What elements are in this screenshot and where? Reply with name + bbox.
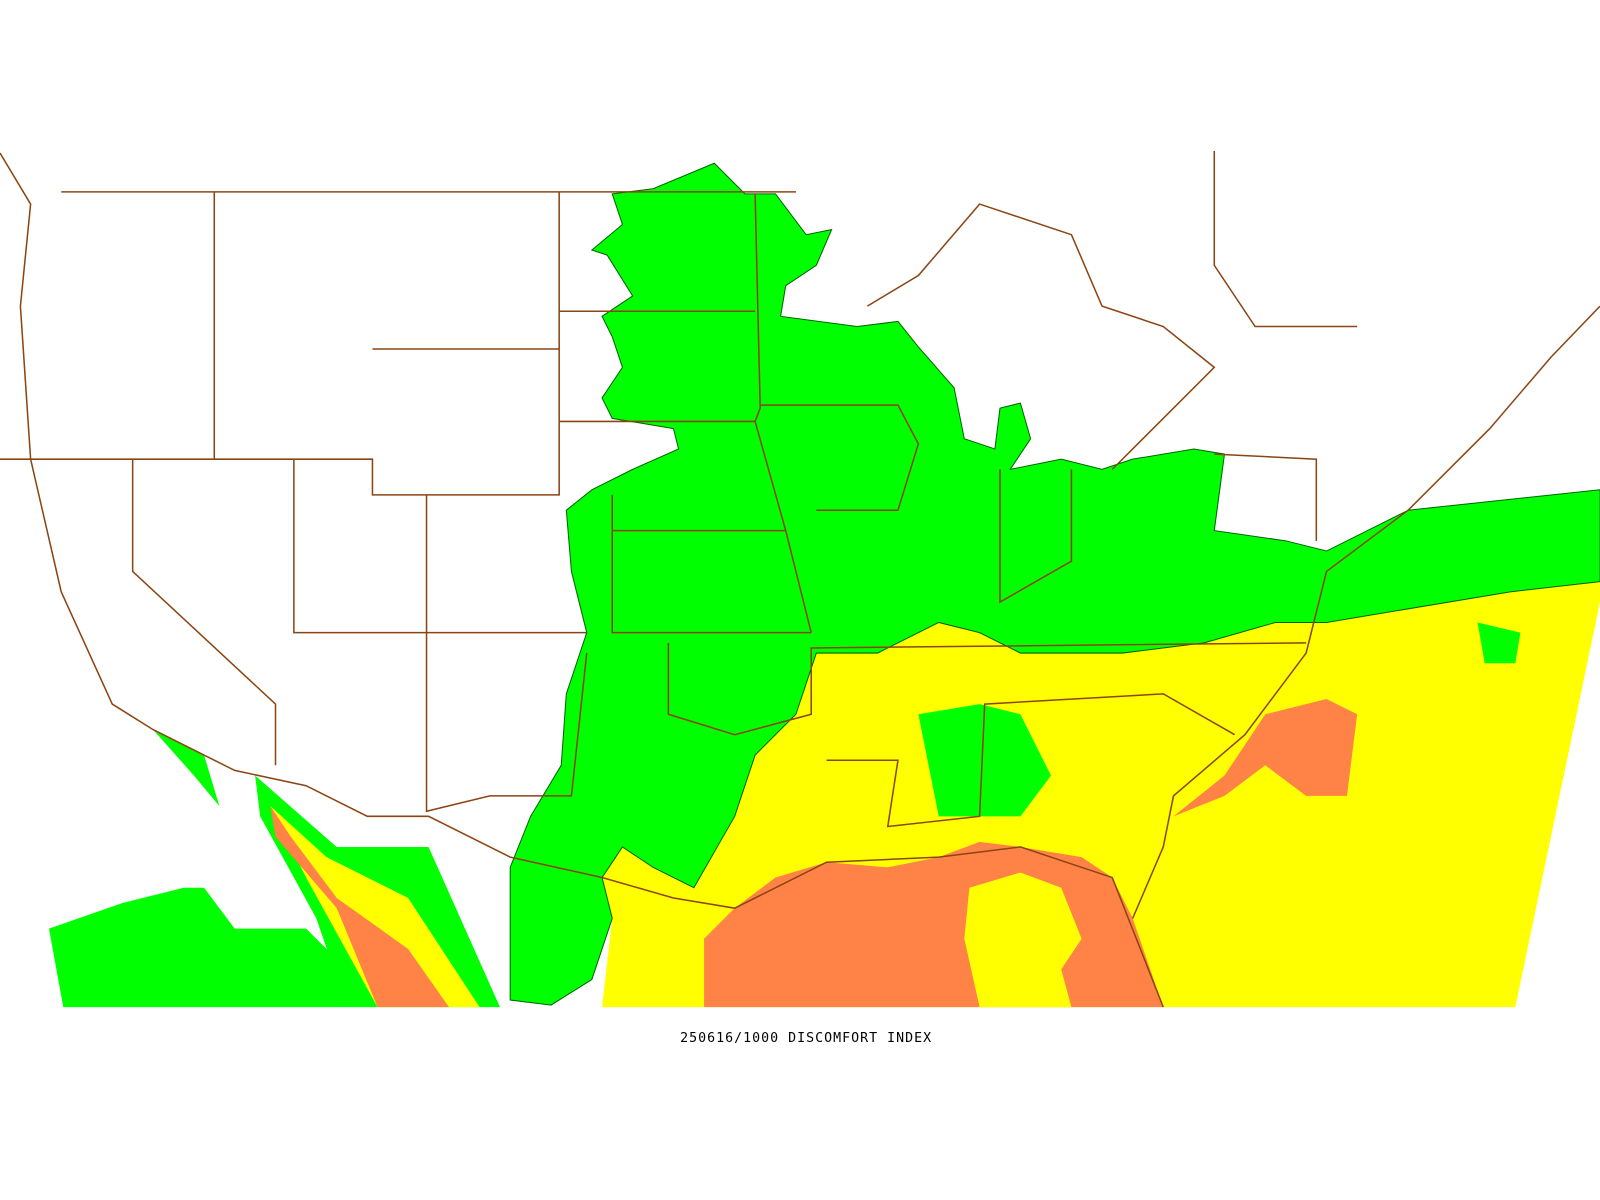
border: [131, 459, 277, 766]
border: [999, 469, 1073, 604]
border: [0, 191, 560, 496]
coast: [866, 203, 1216, 470]
boundaries: [0, 151, 1600, 1008]
green-area: [918, 704, 1052, 817]
coast: [0, 152, 1164, 1008]
green-area: [1477, 622, 1521, 664]
border: [425, 494, 588, 813]
green-area: [48, 887, 347, 1008]
green-area: [153, 729, 220, 807]
caption: 250616/1000 DISCOMFORT INDEX: [680, 1031, 932, 1046]
border: [1214, 453, 1318, 541]
green-area: [509, 162, 1600, 1006]
border: [293, 459, 587, 634]
border: [826, 693, 1236, 828]
yellow-area: [964, 872, 1082, 1008]
orange-area: [270, 806, 449, 1008]
yellow-area: [270, 806, 480, 1008]
orange-area: [1173, 698, 1358, 817]
border: [667, 642, 1307, 736]
border: [760, 404, 920, 511]
border: [1213, 151, 1358, 328]
discomfort-fields: [48, 162, 1600, 1008]
border: [611, 494, 812, 634]
border: [754, 193, 812, 633]
coast: [1131, 305, 1600, 919]
